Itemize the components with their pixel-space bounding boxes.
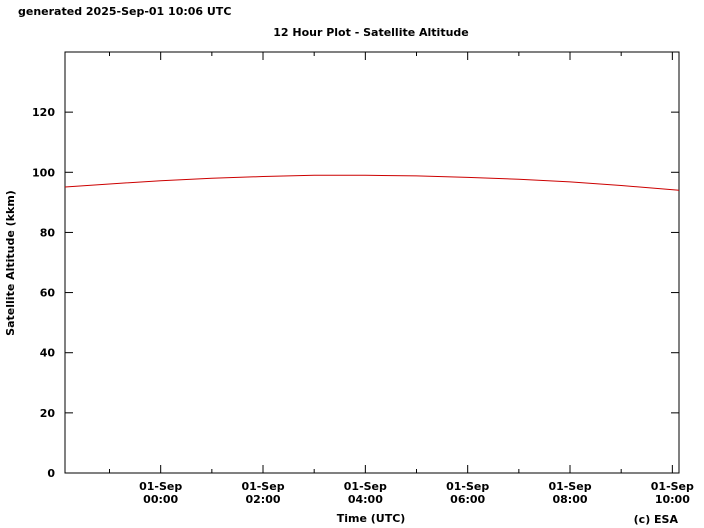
- x-tick-time: 08:00: [553, 493, 588, 506]
- x-tick-date: 01-Sep: [651, 480, 694, 493]
- generated-timestamp: generated 2025-Sep-01 10:06 UTC: [18, 5, 231, 18]
- series-group: [64, 174, 680, 191]
- x-tick-time: 06:00: [450, 493, 485, 506]
- x-tick-date: 01-Sep: [446, 480, 489, 493]
- x-tick-time: 10:00: [655, 493, 690, 506]
- y-tick-label: 80: [40, 226, 56, 239]
- altitude-line: [64, 174, 680, 191]
- y-axis: 0 20 40 60 80 100 120: [32, 106, 679, 480]
- y-tick-label: 0: [47, 467, 55, 480]
- y-tick-label: 120: [32, 106, 55, 119]
- y-tick-label: 40: [40, 347, 56, 360]
- x-axis-label: Time (UTC): [337, 512, 406, 525]
- x-tick-time: 00:00: [143, 493, 178, 506]
- x-tick-date: 01-Sep: [139, 480, 182, 493]
- copyright-text: (c) ESA: [634, 513, 679, 526]
- y-axis-label: Satellite Altitude (kkm): [4, 190, 17, 336]
- x-tick-time: 04:00: [348, 493, 383, 506]
- x-axis: 01-Sep00:0001-Sep02:0001-Sep04:0001-Sep0…: [109, 52, 694, 506]
- x-tick-date: 01-Sep: [344, 480, 387, 493]
- y-tick-label: 60: [40, 287, 56, 300]
- y-tick-label: 100: [32, 166, 55, 179]
- x-tick-date: 01-Sep: [241, 480, 284, 493]
- chart-title: 12 Hour Plot - Satellite Altitude: [273, 26, 469, 39]
- plot-frame: [64, 51, 680, 474]
- x-tick-date: 01-Sep: [548, 480, 591, 493]
- y-tick-label: 20: [40, 407, 56, 420]
- x-tick-time: 02:00: [246, 493, 281, 506]
